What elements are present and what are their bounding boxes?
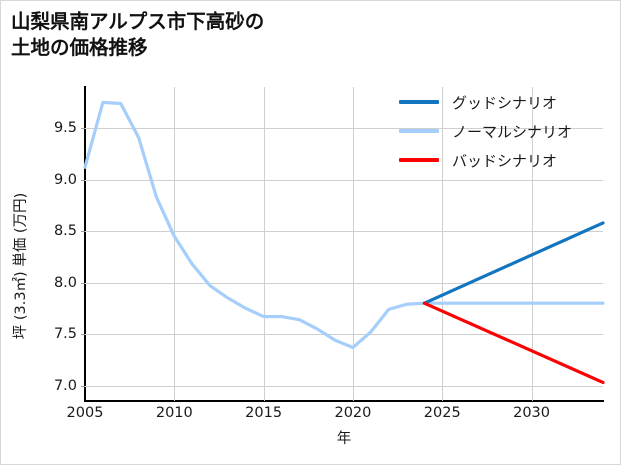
series-line xyxy=(422,221,605,305)
gridline-horizontal xyxy=(85,231,603,233)
x-axis-spine xyxy=(84,400,604,402)
y-tick-label: 9.0 xyxy=(53,171,77,188)
y-tick-label: 7.0 xyxy=(53,377,77,394)
y-tick-label: 8.0 xyxy=(53,274,77,291)
legend-color-swatch xyxy=(399,158,439,162)
gridline-horizontal xyxy=(85,334,603,336)
gridline-horizontal xyxy=(85,128,603,130)
y-tick-mark xyxy=(81,282,85,284)
x-tick-label: 2005 xyxy=(66,405,104,421)
y-tick-mark xyxy=(81,385,85,387)
x-tick-label: 2020 xyxy=(334,405,372,421)
gridline-vertical xyxy=(442,87,444,401)
y-tick-label: 7.5 xyxy=(53,326,77,343)
series-line xyxy=(422,301,605,385)
y-tick-label: 9.5 xyxy=(53,120,77,137)
y-tick-mark xyxy=(81,334,85,336)
plot-area xyxy=(81,87,605,401)
x-axis-title: 年 xyxy=(336,431,352,447)
x-tick-label: 2015 xyxy=(245,405,283,421)
gridline-vertical xyxy=(531,87,533,401)
y-tick-label: 8.5 xyxy=(53,223,77,240)
gridline-vertical xyxy=(174,87,176,401)
x-tick-label: 2010 xyxy=(155,405,193,421)
legend-label: ノーマルシナリオ xyxy=(452,122,573,141)
legend-color-swatch xyxy=(399,129,439,133)
gridline-vertical xyxy=(263,87,265,401)
chart-title: 山梨県南アルプス市下高砂の 土地の価格推移 xyxy=(11,10,265,60)
legend-item[interactable]: グッドシナリオ xyxy=(399,91,572,113)
y-tick-mark xyxy=(81,231,85,233)
chart-legend: グッドシナリオ ノーマルシナリオ バッドシナリオ xyxy=(399,91,572,171)
x-tick-label: 2030 xyxy=(513,405,550,421)
legend-label: バッドシナリオ xyxy=(452,151,558,170)
y-axis-spine xyxy=(84,86,86,402)
series-line xyxy=(83,100,605,350)
series-layer xyxy=(83,100,605,385)
gridline-horizontal xyxy=(85,385,603,387)
legend-color-swatch xyxy=(399,100,439,104)
legend-item[interactable]: ノーマルシナリオ xyxy=(399,120,572,142)
legend-label: グッドシナリオ xyxy=(452,93,558,112)
legend-item[interactable]: バッドシナリオ xyxy=(399,149,572,171)
y-tick-mark xyxy=(81,128,85,130)
gridline-vertical xyxy=(352,87,354,401)
gridline-horizontal xyxy=(85,282,603,284)
x-tick-label: 2025 xyxy=(423,405,461,421)
y-axis-title: 坪 (3.3㎡) 単価 (万円) xyxy=(13,192,29,340)
gridline-horizontal xyxy=(85,179,603,181)
y-tick-mark xyxy=(81,179,85,181)
